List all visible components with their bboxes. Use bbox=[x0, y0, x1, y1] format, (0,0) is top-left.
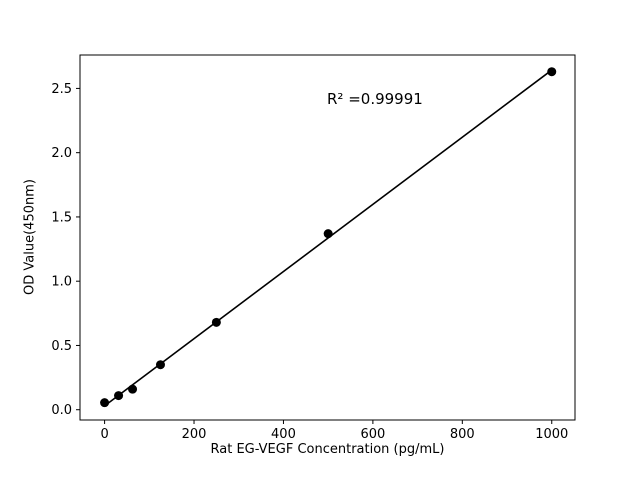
x-tick-label: 600 bbox=[360, 427, 385, 442]
x-axis-label: Rat EG-VEGF Concentration (pg/mL) bbox=[210, 442, 445, 457]
x-tick-label: 400 bbox=[271, 427, 296, 442]
data-point bbox=[155, 360, 165, 370]
y-axis-label: OD Value(450nm) bbox=[22, 179, 38, 295]
y-tick-label: 2.0 bbox=[51, 146, 72, 161]
data-point bbox=[114, 391, 124, 401]
data-point bbox=[211, 317, 221, 327]
plot-box bbox=[79, 54, 576, 421]
y-tick-label: 2.5 bbox=[51, 82, 72, 97]
y-tick-label: 0.0 bbox=[51, 403, 72, 418]
y-tick-label: 0.5 bbox=[51, 339, 72, 354]
x-tick-label: 200 bbox=[182, 427, 207, 442]
data-point bbox=[128, 384, 138, 394]
x-tick-label: 1000 bbox=[535, 427, 568, 442]
data-point bbox=[100, 398, 110, 408]
x-tick-label: 0 bbox=[100, 427, 108, 442]
data-point bbox=[547, 67, 557, 77]
y-tick-label: 1.5 bbox=[51, 210, 72, 225]
x-tick-label: 800 bbox=[450, 427, 475, 442]
y-tick-label: 1.0 bbox=[51, 275, 72, 290]
data-point bbox=[323, 229, 333, 239]
r-squared-annotation: R² =0.99991 bbox=[327, 90, 423, 108]
